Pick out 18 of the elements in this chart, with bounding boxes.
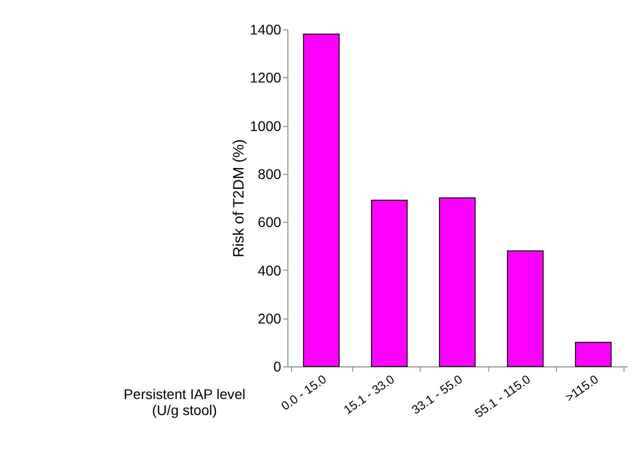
y-axis-title: Risk of T2DM (%) (230, 139, 248, 258)
y-tick-label: 1400 (250, 21, 282, 38)
bar (574, 342, 612, 367)
y-tick-label: 1200 (250, 70, 282, 86)
y-tick-label: 800 (258, 166, 282, 182)
y-tick-label: 200 (258, 310, 282, 326)
x-tick-label: 15.1 - 33.0 (341, 372, 398, 418)
y-tick-label: 1000 (250, 118, 282, 134)
y-tick-label: 600 (258, 214, 282, 230)
bar (303, 34, 340, 367)
bar (439, 197, 476, 367)
x-tick-label: 33.1 - 55.0 (409, 372, 466, 418)
bar (507, 250, 544, 367)
x-axis-title: Persistent IAP level (U/g stool) (124, 386, 246, 418)
y-tick-label: 400 (258, 262, 282, 278)
y-tick-label: 0 (273, 358, 282, 375)
x-tick-label: 0.0 - 15.0 (278, 372, 330, 414)
bar (371, 200, 408, 367)
